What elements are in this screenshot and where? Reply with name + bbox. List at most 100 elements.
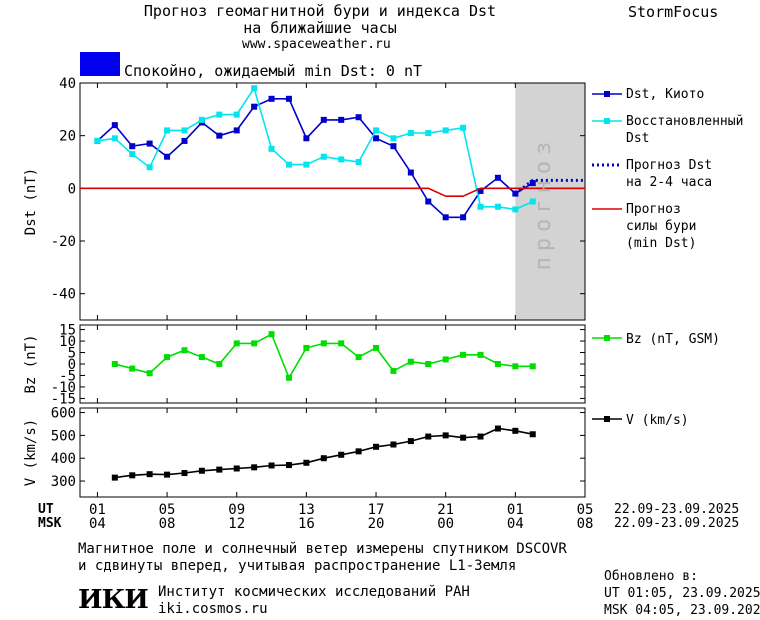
status-text: Спокойно, ожидаемый min Dst: 0 nT xyxy=(124,62,423,80)
series-line-dst-3 xyxy=(80,187,585,197)
x-tick-label-ut: 09 xyxy=(228,502,245,518)
data-point-bz-0 xyxy=(320,340,327,347)
data-point-bz-0 xyxy=(181,347,188,354)
data-point-dst-1 xyxy=(216,111,223,118)
data-point-v-0 xyxy=(407,438,414,445)
footer-note-line2: и сдвинуты вперед, учитывая распростране… xyxy=(78,558,517,574)
legend-storm-forecast-2: силы бури xyxy=(626,219,697,234)
data-point-dst-0 xyxy=(460,214,467,221)
x-tick-label-msk: 20 xyxy=(368,516,385,532)
data-point-dst-1 xyxy=(181,127,188,134)
data-point-dst-1 xyxy=(460,124,467,131)
data-point-bz-0 xyxy=(146,370,153,377)
x-tick-label-ut: 01 xyxy=(89,502,106,518)
status-swatch xyxy=(80,52,120,76)
data-point-bz-0 xyxy=(111,361,118,367)
forecast-band-label: прогноз xyxy=(531,136,556,271)
data-point-v-0 xyxy=(216,466,223,473)
data-point-dst-0 xyxy=(373,135,380,142)
data-point-v-0 xyxy=(198,467,205,474)
data-point-v-0 xyxy=(355,448,362,455)
data-point-bz-0 xyxy=(529,363,536,370)
y-tick-label: 10 xyxy=(59,334,76,350)
chart-title-line2: на ближайшие часы xyxy=(243,19,397,37)
y-tick-label: 400 xyxy=(51,451,76,467)
data-point-dst-1 xyxy=(303,161,310,168)
institute-name: Институт космических исследований РАН xyxy=(158,584,470,600)
x-tick-label-msk: 04 xyxy=(89,516,106,532)
iki-logo: ИКИ xyxy=(78,585,149,615)
data-point-dst-0 xyxy=(442,214,449,221)
y-tick-label: 5 xyxy=(68,346,76,362)
data-point-v-0 xyxy=(181,470,188,477)
chart-title-line1: Прогноз геомагнитной бури и индекса Dst xyxy=(143,2,497,20)
site-url[interactable]: www.spaceweather.ru xyxy=(242,37,391,52)
data-point-dst-0 xyxy=(216,132,223,139)
data-point-dst-0 xyxy=(477,187,484,194)
data-point-v-0 xyxy=(512,427,519,434)
data-point-v-0 xyxy=(164,471,171,478)
data-point-v-0 xyxy=(373,443,380,450)
y-axis-label-dst: Dst (nT) xyxy=(23,168,39,235)
data-point-dst-0 xyxy=(129,143,136,150)
data-point-bz-0 xyxy=(390,367,397,374)
updated-ut: UT 01:05, 23.09.2025 xyxy=(604,586,760,601)
data-point-v-0 xyxy=(320,455,327,462)
panel-frame-dst xyxy=(79,82,586,321)
data-point-dst-1 xyxy=(146,164,153,171)
data-point-v-0 xyxy=(442,432,449,439)
x-tick-label-ut: 05 xyxy=(577,502,594,518)
data-point-bz-0 xyxy=(373,344,380,351)
x-tick-label-ut: 21 xyxy=(437,502,454,518)
data-point-dst-1 xyxy=(268,145,275,152)
data-point-dst-1 xyxy=(529,198,536,205)
x-tick-label-msk: 00 xyxy=(437,516,454,532)
data-point-v-0 xyxy=(338,451,345,458)
data-point-v-0 xyxy=(146,471,153,478)
legend-sample-dst-kyoto-marker xyxy=(604,91,610,97)
x-msk-label: MSK xyxy=(38,516,62,531)
data-point-dst-1 xyxy=(425,130,432,137)
panel-frame-v xyxy=(79,407,586,498)
x-ut-label: UT xyxy=(38,502,54,517)
series-line-dst-0 xyxy=(96,98,534,219)
legend-sample-dst-restored-marker xyxy=(604,118,610,124)
data-point-dst-0 xyxy=(425,198,432,205)
data-point-dst-1 xyxy=(164,127,171,134)
data-point-dst-1 xyxy=(373,127,380,134)
data-point-bz-0 xyxy=(442,356,449,363)
data-point-dst-0 xyxy=(303,135,310,142)
y-tick-label: 40 xyxy=(59,76,76,92)
data-point-dst-0 xyxy=(320,116,327,123)
x-tick-label-msk: 12 xyxy=(228,516,245,532)
data-point-bz-0 xyxy=(251,340,258,347)
data-point-dst-0 xyxy=(181,137,188,144)
x-tick-label-ut: 05 xyxy=(159,502,176,518)
data-point-dst-1 xyxy=(355,159,362,165)
data-point-dst-1 xyxy=(233,111,240,118)
data-point-dst-0 xyxy=(529,180,536,187)
legend-storm-forecast-3: (min Dst) xyxy=(626,236,697,251)
legend-bz: Bz (nT, GSM) xyxy=(626,332,720,347)
data-point-bz-0 xyxy=(477,351,484,358)
data-point-v-0 xyxy=(268,462,275,469)
data-point-dst-1 xyxy=(494,203,501,210)
data-point-dst-0 xyxy=(111,122,118,129)
legend-dst-restored-1: Восстановленный xyxy=(626,114,744,129)
data-point-dst-1 xyxy=(320,153,327,160)
data-point-v-0 xyxy=(303,459,310,466)
x-tick-label-msk: 08 xyxy=(577,516,594,532)
data-point-bz-0 xyxy=(216,361,223,367)
legend-dst-restored-2: Dst xyxy=(626,131,650,146)
panel-frame-bz xyxy=(79,324,586,404)
x-tick-label-ut: 13 xyxy=(298,502,315,518)
updated-msk: MSK 04:05, 23.09.2025 xyxy=(604,603,760,618)
legend-sample-v-marker xyxy=(604,416,610,422)
x-tick-label-msk: 04 xyxy=(507,516,524,532)
y-tick-label: 0 xyxy=(68,357,76,373)
data-point-dst-1 xyxy=(477,203,484,210)
data-point-v-0 xyxy=(251,464,258,471)
x-ut-range: 22.09-23.09.2025 xyxy=(614,502,740,517)
institute-site[interactable]: iki.cosmos.ru xyxy=(158,601,268,617)
x-tick-label-msk: 16 xyxy=(298,516,315,532)
